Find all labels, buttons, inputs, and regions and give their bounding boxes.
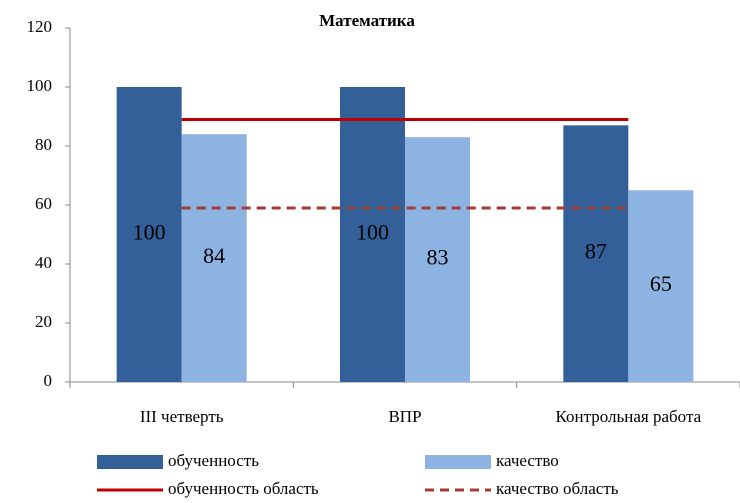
legend-label: обученность область [168,479,319,498]
bar [405,137,470,382]
data-label: 100 [356,220,389,245]
y-tick-label: 100 [27,76,53,95]
bar [181,134,247,382]
chart-title: Математика [319,11,415,30]
bar [563,125,629,382]
x-tick-label: ВПР [388,407,421,426]
x-tick-label: III четверть [140,407,224,426]
legend-label: качество область [496,479,619,498]
legend-swatch [97,455,163,469]
bar [116,87,182,382]
y-tick-label: 60 [35,194,52,213]
data-label: 100 [133,220,166,245]
data-label: 84 [203,243,225,268]
data-label: 83 [427,245,449,270]
y-tick-label: 120 [27,17,53,36]
legend-label: качество [496,451,559,470]
y-tick-label: 80 [35,135,52,154]
data-label: 65 [650,271,672,296]
legend-label: обученность [168,451,259,470]
data-label: 87 [585,239,607,264]
y-tick-label: 0 [44,371,53,390]
legend-swatch [425,455,491,469]
bar [628,190,694,382]
y-tick-label: 20 [35,312,52,331]
y-tick-label: 40 [35,253,52,272]
x-tick-label: Контрольная работа [556,407,702,426]
bar [340,87,405,382]
